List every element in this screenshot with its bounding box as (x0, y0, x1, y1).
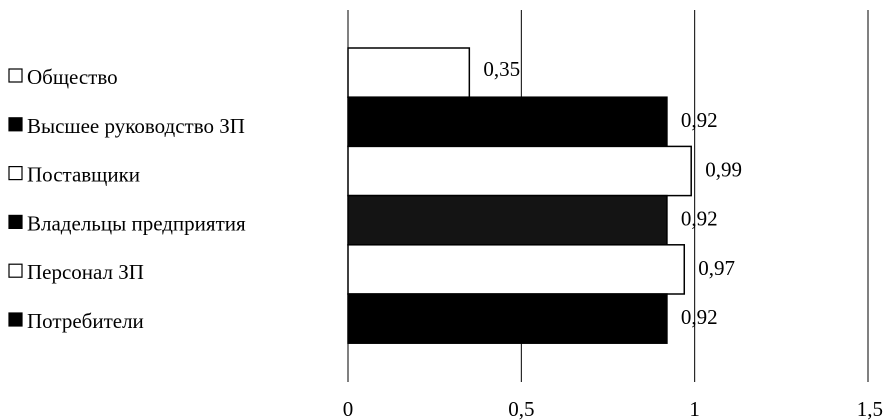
legend-label-3: Владельцы предприятия (27, 211, 246, 235)
x-tick-label-3: 1,5 (857, 397, 883, 420)
data-label-1: 0,92 (681, 108, 718, 132)
legend-label-1: Высшее руководство ЗП (27, 114, 245, 138)
data-labels: 0,35 0,92 0,99 0,92 0,97 0,92 (483, 57, 742, 329)
bar-4 (347, 244, 686, 295)
bar-1 (347, 96, 668, 148)
data-label-4: 0,97 (698, 256, 735, 280)
x-tick-label-0: 0 (343, 397, 354, 420)
data-label-3: 0,92 (681, 207, 718, 231)
data-label-5: 0,92 (681, 305, 718, 329)
legend-marker-0 (8, 68, 23, 83)
legend-label-4: Персонал ЗП (27, 260, 144, 284)
legend-marker-2 (8, 166, 23, 181)
x-axis-ticks: 0 0,5 1 1,5 (343, 397, 883, 420)
legend-label-0: Общество (27, 65, 118, 89)
legend-label-2: Поставщики (27, 163, 140, 187)
bar-3 (347, 194, 668, 246)
legend-marker-3 (8, 214, 23, 229)
legend-marker-4 (8, 263, 23, 278)
x-tick-label-2: 1 (689, 397, 700, 420)
legend-marker-5 (8, 312, 23, 327)
data-label-2: 0,99 (705, 157, 742, 181)
legend: Общество Высшее руководство ЗП Поставщики В… (8, 65, 246, 333)
bar-0 (347, 47, 471, 98)
legend-marker-1 (8, 117, 23, 132)
legend-label-5: Потребители (27, 309, 144, 333)
bar-5 (347, 293, 668, 344)
data-label-0: 0,35 (483, 57, 520, 81)
x-tick-label-1: 0,5 (508, 397, 534, 420)
bars (347, 47, 692, 344)
bar-2 (347, 145, 692, 197)
